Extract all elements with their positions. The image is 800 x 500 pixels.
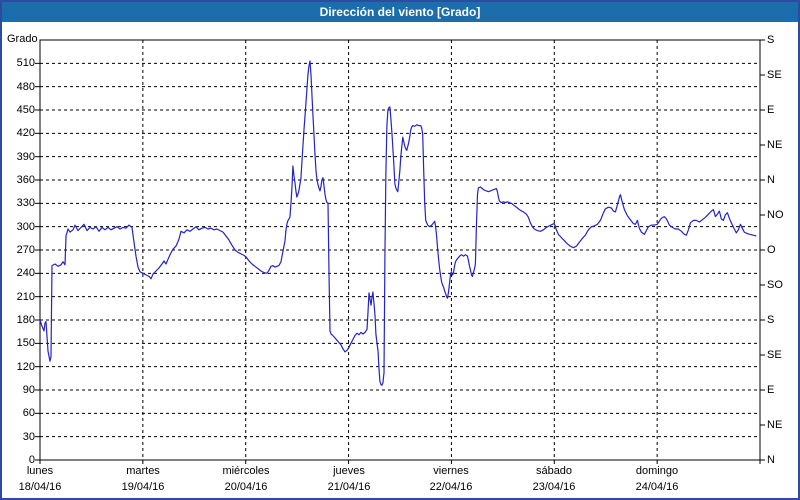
chart-canvas: Grado 0 30 60 90 120 150 180 210 240 270 300 330 360… <box>2 22 798 498</box>
y-axis-right-compass-label: SO <box>767 279 783 291</box>
x-axis-date-label: 21/04/16 <box>327 481 371 493</box>
y-axis-title: Grado <box>7 33 38 45</box>
y-axis-left-tick-label: 270 <box>16 244 35 256</box>
y-axis-left-tick-label: 150 <box>16 337 35 349</box>
y-axis-left-tick-label: 510 <box>16 57 35 69</box>
y-axis-right-compass-label: N <box>767 174 775 186</box>
y-axis-right-compass-label: S <box>767 314 775 326</box>
x-axis-day-label: sábado <box>535 465 573 477</box>
y-axis-left-tick-label: 330 <box>16 197 35 209</box>
y-axis-left-tick-label: 180 <box>16 314 35 326</box>
x-axis-date-label: 18/04/16 <box>18 481 62 493</box>
x-axis-day-label: jueves <box>333 465 365 477</box>
y-axis-left-tick-label: 300 <box>16 221 35 233</box>
y-axis-left-tick-label: 480 <box>16 81 35 93</box>
x-axis-date-label: 23/04/16 <box>532 481 576 493</box>
y-axis-left-tick-label: 30 <box>22 431 35 443</box>
y-axis-left-tick-label: 120 <box>16 361 35 373</box>
y-axis-left-tick-label: 240 <box>16 267 35 279</box>
y-axis-right-compass-label: NO <box>767 209 784 221</box>
y-axis-right-compass-label: N <box>767 454 775 466</box>
x-axis-day-label: viernes <box>433 465 469 477</box>
y-axis-left-tick-label: 450 <box>16 104 35 116</box>
y-axis-left-tick-label: 420 <box>16 127 35 139</box>
wind-direction-series <box>39 60 757 386</box>
y-axis-right-compass-label: SE <box>767 69 782 81</box>
y-axis-right-compass-label: SE <box>767 349 782 361</box>
y-axis-right-compass-label: S <box>767 34 775 46</box>
x-axis-date-label: 22/04/16 <box>429 481 473 493</box>
y-axis-right-compass-label: O <box>767 244 776 256</box>
x-axis-day-label: miércoles <box>222 465 270 477</box>
y-axis-left-tick-label: 90 <box>22 384 35 396</box>
x-axis-date-label: 24/04/16 <box>635 481 679 493</box>
y-axis-right-compass-label: E <box>767 384 775 396</box>
y-axis-left-tick-label: 0 <box>28 454 35 466</box>
x-axis-day-label: martes <box>126 465 160 477</box>
y-axis-right-compass-label: NE <box>767 419 783 431</box>
y-axis-right-compass-label: E <box>767 104 775 116</box>
x-axis-day-label: lunes <box>26 465 54 477</box>
y-axis-right-compass-label: NE <box>767 139 783 151</box>
x-axis-date-label: 20/04/16 <box>224 481 268 493</box>
title-bar: Dirección del viento [Grado] <box>2 2 798 22</box>
x-axis-day-label: domingo <box>635 465 679 477</box>
y-axis-left-tick-label: 60 <box>22 407 35 419</box>
y-axis-left-tick-label: 360 <box>16 174 35 186</box>
x-axis-date-label: 19/04/16 <box>121 481 165 493</box>
y-axis-left-tick-label: 390 <box>16 151 35 163</box>
y-axis-left-tick-label: 210 <box>16 291 35 303</box>
window-title: Dirección del viento [Grado] <box>319 5 481 19</box>
